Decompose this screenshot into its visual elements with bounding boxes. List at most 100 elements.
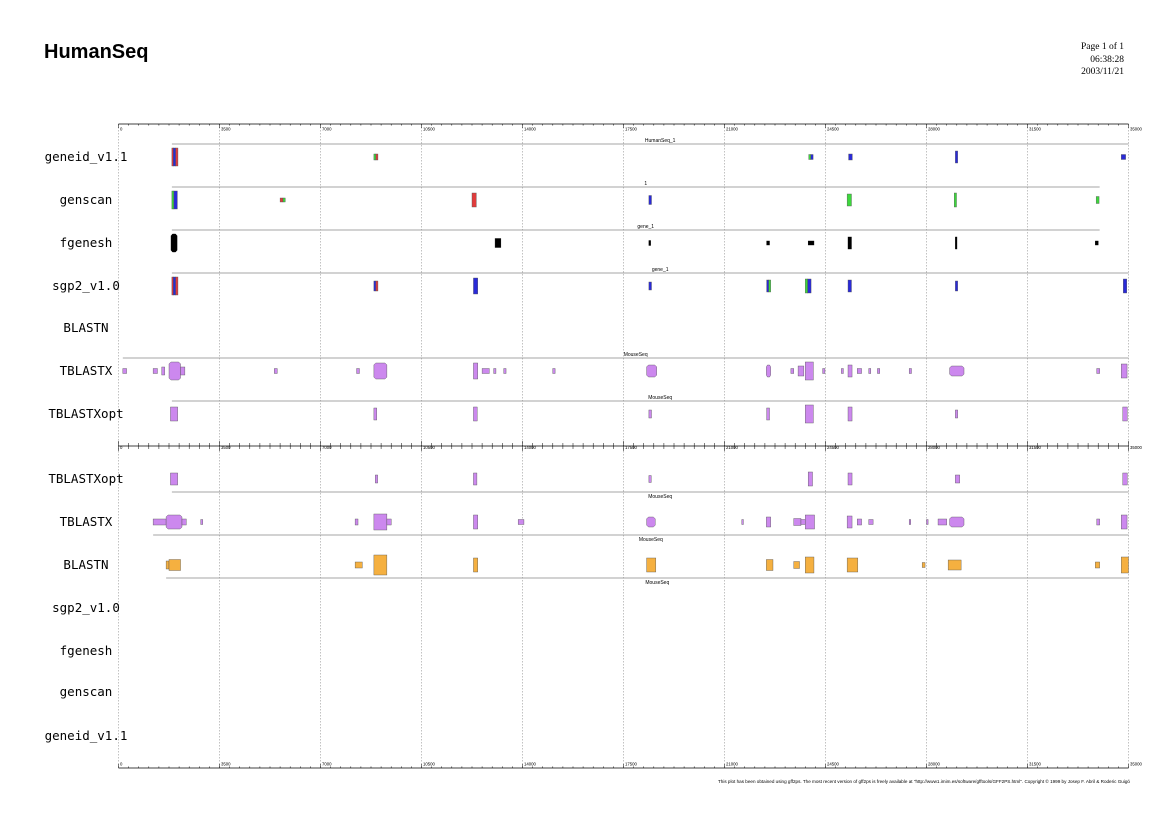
feature-violet <box>846 515 853 529</box>
feature-green <box>846 193 852 207</box>
feature-black <box>955 236 958 250</box>
feature-violet <box>168 361 181 381</box>
track-label: TBLASTXopt <box>48 471 123 486</box>
feature-red <box>375 280 379 292</box>
feature-blue <box>173 147 176 167</box>
axis-tick-label: 28000 <box>928 127 941 132</box>
feature-black <box>847 236 852 250</box>
track-label: BLASTN <box>63 320 108 335</box>
feature-green <box>282 197 286 203</box>
feature-red <box>175 147 179 167</box>
track-label: genscan <box>60 684 113 699</box>
feature-green <box>171 190 175 210</box>
track-label: geneid_v1.1 <box>45 149 128 164</box>
feature-blue <box>847 279 852 293</box>
feature-green <box>1095 196 1100 204</box>
axis-tick-label: 17500 <box>625 445 638 450</box>
track-genscan: genscan 1 <box>60 181 1100 210</box>
feature-violet <box>793 518 802 526</box>
feature-blue <box>1121 154 1126 160</box>
axis-tick-label: 24500 <box>827 762 840 767</box>
feature-violet <box>152 368 158 374</box>
track-geneid-v1-1: geneid_v1.1 HumanSeq_1 <box>45 138 1129 167</box>
axis-tick-label: 10500 <box>423 445 436 450</box>
feature-violet <box>161 366 165 376</box>
feature-orange <box>473 557 478 573</box>
group-label: gene_1 <box>652 267 669 273</box>
track-label: TBLASTXopt <box>48 406 123 421</box>
group-label: 1 <box>644 181 647 187</box>
feature-violet <box>552 368 556 374</box>
feature-orange <box>373 554 388 576</box>
feature-violet <box>122 368 127 374</box>
feature-blue <box>955 280 958 292</box>
feature-violet <box>274 368 278 374</box>
feature-violet <box>165 514 183 530</box>
feature-violet <box>857 518 862 526</box>
feature-violet <box>800 519 806 525</box>
feature-violet <box>493 368 497 374</box>
axis-tick-label: 28000 <box>928 445 941 450</box>
track-blastn: BLASTN MouseSeq <box>63 554 1129 586</box>
feature-violet <box>807 471 813 487</box>
feature-violet <box>180 366 186 376</box>
page-meta: Page 1 of 1 06:38:28 2003/11/21 <box>1081 41 1124 79</box>
group-label: MouseSeq <box>648 395 672 401</box>
feature-violet <box>949 516 965 528</box>
feature-violet <box>790 368 794 374</box>
axis-tick-label: 7000 <box>322 445 332 450</box>
feature-violet <box>1096 368 1100 374</box>
track-fgenesh: fgenesh gene_1 <box>60 224 1100 253</box>
feature-violet <box>1122 472 1128 486</box>
track-label: sgp2_v1.0 <box>52 278 120 293</box>
feature-orange <box>1095 561 1100 569</box>
feature-black <box>494 238 502 248</box>
axis-tick-label: 35000 <box>1130 445 1143 450</box>
feature-black <box>648 240 651 246</box>
feature-blue <box>473 277 478 295</box>
feature-violet <box>955 474 960 484</box>
feature-violet <box>926 519 929 525</box>
feature-blue <box>766 279 769 293</box>
track-blastn: BLASTN <box>63 320 108 335</box>
feature-orange <box>947 559 962 571</box>
feature-violet <box>868 368 872 374</box>
feature-orange <box>168 559 181 571</box>
feature-violet <box>375 474 378 484</box>
feature-violet <box>170 406 178 422</box>
feature-violet <box>766 407 770 421</box>
track-genscan: genscan <box>60 684 113 699</box>
feature-orange <box>766 559 774 571</box>
feature-violet <box>181 518 187 526</box>
track-label: TBLASTX <box>60 514 113 529</box>
feature-violet <box>356 368 360 374</box>
page-title: HumanSeq <box>44 41 149 63</box>
axis-tick-label: 17500 <box>625 127 638 132</box>
feature-violet <box>955 409 958 419</box>
sequence-axes: 0 3500 7000 10500 14000 17500 21000 24500 28000 3… <box>118 123 1143 769</box>
copyright-footer: This plot has been obtained using gff2ps… <box>717 779 1130 784</box>
feature-green <box>954 192 957 208</box>
track-label: sgp2_v1.0 <box>52 600 120 615</box>
axis-tick-label: 14000 <box>524 445 537 450</box>
feature-violet <box>473 514 478 530</box>
axis-tick-label: 21000 <box>726 445 739 450</box>
feature-violet <box>1121 514 1128 530</box>
feature-green <box>808 154 811 160</box>
feature-violet <box>949 365 965 377</box>
group-label: gene_1 <box>637 224 654 230</box>
feature-blue <box>1123 278 1127 294</box>
track-sgp2-v1-0: sgp2_v1.0 <box>52 600 120 615</box>
axis-tick-label: 31500 <box>1029 127 1042 132</box>
feature-orange <box>846 557 859 573</box>
track-tblastxopt: TBLASTXopt MouseSeq <box>48 471 1129 500</box>
feature-violet <box>1121 363 1128 379</box>
feature-blue <box>807 278 812 294</box>
feature-violet <box>373 362 388 380</box>
axis-tick-label: 7000 <box>322 762 332 767</box>
feature-violet <box>868 519 874 525</box>
feature-violet <box>373 407 377 421</box>
feature-orange <box>354 561 363 569</box>
axis-tick-label: 14000 <box>524 762 537 767</box>
feature-black <box>170 233 178 253</box>
